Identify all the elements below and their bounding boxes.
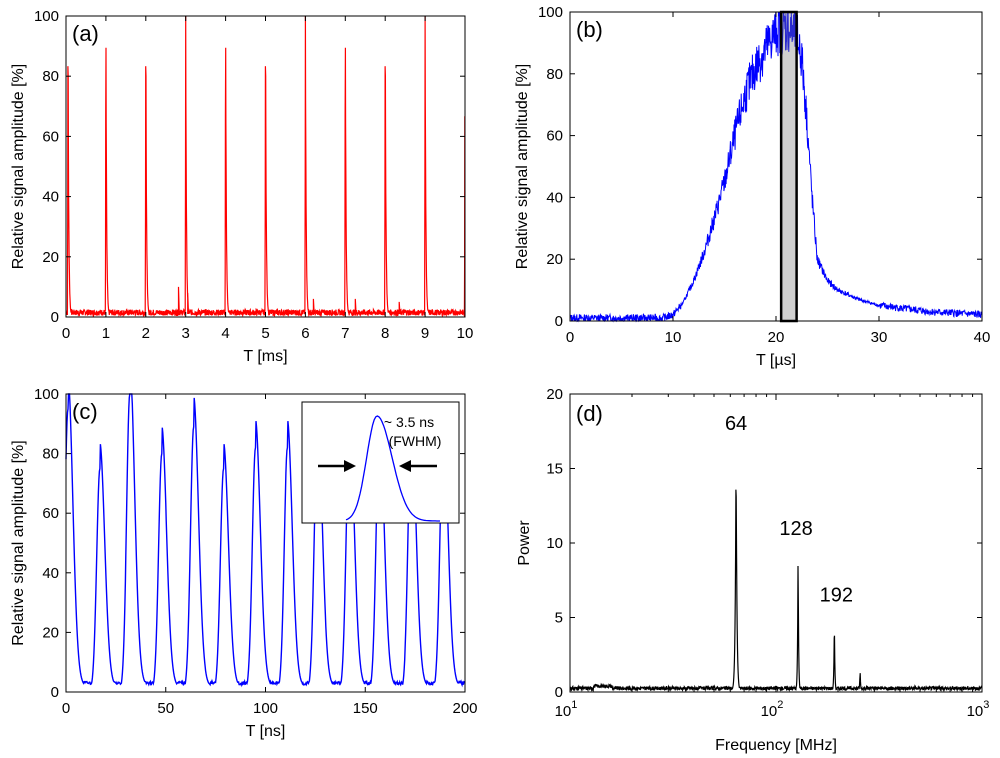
x-tick-label: 103 bbox=[967, 699, 990, 720]
plot-frame bbox=[569, 11, 983, 322]
x-tick-label: 0 bbox=[566, 329, 574, 346]
y-axis-label: Relative signal amplitude [%] bbox=[10, 440, 27, 645]
panel-b: 0 20 40 60 80 100 0 10 20 30 40 T [µs] Relative sign… bbox=[514, 4, 990, 369]
x-tick-exponent: 2 bbox=[777, 699, 783, 711]
panel-a: 0 20 40 60 80 100 0 1 2 3 4 5 6 7 8 9 10 T [ms] Relative s… bbox=[10, 8, 473, 365]
y-tick-label: 20 bbox=[546, 251, 563, 268]
x-tick-label: 8 bbox=[381, 325, 389, 342]
y-tick-label: 60 bbox=[42, 128, 59, 145]
peak-label: 64 bbox=[725, 413, 747, 435]
right-arrow-head bbox=[344, 460, 356, 472]
y-tick-label: 20 bbox=[546, 386, 563, 403]
inset-pulse bbox=[345, 415, 440, 522]
y-tick-label: 40 bbox=[42, 565, 59, 582]
x-tick-label: 10 bbox=[457, 325, 474, 342]
x-tick-label: 6 bbox=[301, 325, 309, 342]
x-tick-label: 4 bbox=[221, 325, 229, 342]
x-tick-label: 40 bbox=[974, 329, 991, 346]
x-tick-label: 0 bbox=[62, 700, 70, 717]
series-line-a bbox=[65, 15, 466, 318]
x-tick-label: 9 bbox=[421, 325, 429, 342]
peak-label: 128 bbox=[779, 518, 812, 540]
series-line-d bbox=[569, 489, 983, 693]
y-tick-label: 5 bbox=[555, 610, 563, 627]
y-tick-label: 100 bbox=[538, 4, 563, 21]
y-tick-label: 0 bbox=[555, 684, 563, 701]
x-tick-base: 10 bbox=[555, 703, 572, 720]
x-axis-label: T [ns] bbox=[246, 723, 286, 740]
y-tick-label: 40 bbox=[42, 189, 59, 206]
y-tick-label: 10 bbox=[546, 535, 563, 552]
x-tick-label: 30 bbox=[871, 329, 888, 346]
y-tick-label: 40 bbox=[546, 189, 563, 206]
x-axis-label: T [µs] bbox=[756, 352, 796, 369]
panel-label: (a) bbox=[72, 21, 99, 46]
x-tick-label: 1 bbox=[102, 325, 110, 342]
x-tick-label: 102 bbox=[761, 699, 784, 720]
panel-c: 0 20 40 60 80 100 0 50 100 150 200 T [ns] Relative s… bbox=[10, 386, 478, 740]
x-tick-label: 0 bbox=[62, 325, 70, 342]
x-tick-base: 10 bbox=[761, 703, 778, 720]
x-tick-label: 100 bbox=[253, 700, 278, 717]
x-tick-label: 20 bbox=[768, 329, 785, 346]
y-tick-label: 60 bbox=[42, 505, 59, 522]
inset-annotation: ~ 3.5 ns bbox=[384, 414, 434, 430]
y-tick-label: 20 bbox=[42, 624, 59, 641]
y-tick-label: 80 bbox=[42, 446, 59, 463]
y-tick-label: 100 bbox=[34, 8, 59, 25]
x-tick-label: 2 bbox=[142, 325, 150, 342]
plot-frame bbox=[569, 393, 983, 693]
y-tick-label: 60 bbox=[546, 128, 563, 145]
x-tick-label: 101 bbox=[555, 699, 578, 720]
x-tick-label: 7 bbox=[341, 325, 349, 342]
series-line-c bbox=[65, 393, 466, 688]
x-tick-exponent: 3 bbox=[983, 699, 989, 711]
panel-label: (c) bbox=[72, 399, 98, 424]
x-axis-label: T [ms] bbox=[243, 348, 287, 365]
x-tick-label: 150 bbox=[353, 700, 378, 717]
x-tick-label: 3 bbox=[182, 325, 190, 342]
x-tick-base: 10 bbox=[967, 703, 984, 720]
y-tick-label: 0 bbox=[51, 309, 59, 326]
panel-label: (b) bbox=[576, 17, 603, 42]
y-tick-label: 0 bbox=[51, 684, 59, 701]
y-tick-label: 0 bbox=[555, 313, 563, 330]
x-tick-label: 50 bbox=[157, 700, 174, 717]
y-tick-label: 15 bbox=[546, 461, 563, 478]
x-tick-label: 10 bbox=[665, 329, 682, 346]
inset-annotation: (FWHM) bbox=[389, 433, 442, 449]
y-axis-label: Relative signal amplitude [%] bbox=[514, 64, 531, 269]
x-tick-label: 5 bbox=[261, 325, 269, 342]
y-axis-label: Relative signal amplitude [%] bbox=[10, 64, 27, 269]
highlight-box bbox=[779, 10, 798, 323]
x-tick-label: 200 bbox=[452, 700, 477, 717]
panel-label: (d) bbox=[576, 401, 603, 426]
y-tick-label: 80 bbox=[546, 66, 563, 83]
y-tick-label: 80 bbox=[42, 68, 59, 85]
x-axis-label: Frequency [MHz] bbox=[715, 737, 837, 754]
x-tick-exponent: 1 bbox=[571, 699, 577, 711]
y-tick-label: 100 bbox=[34, 386, 59, 403]
inset-frame bbox=[301, 401, 460, 524]
y-axis-label: Power bbox=[516, 520, 533, 566]
left-arrow-head bbox=[399, 460, 411, 472]
peak-label: 192 bbox=[820, 585, 853, 607]
series-line-b bbox=[569, 10, 983, 323]
y-tick-label: 20 bbox=[42, 249, 59, 266]
inset: ~ 3.5 ns (FWHM) bbox=[301, 401, 460, 524]
